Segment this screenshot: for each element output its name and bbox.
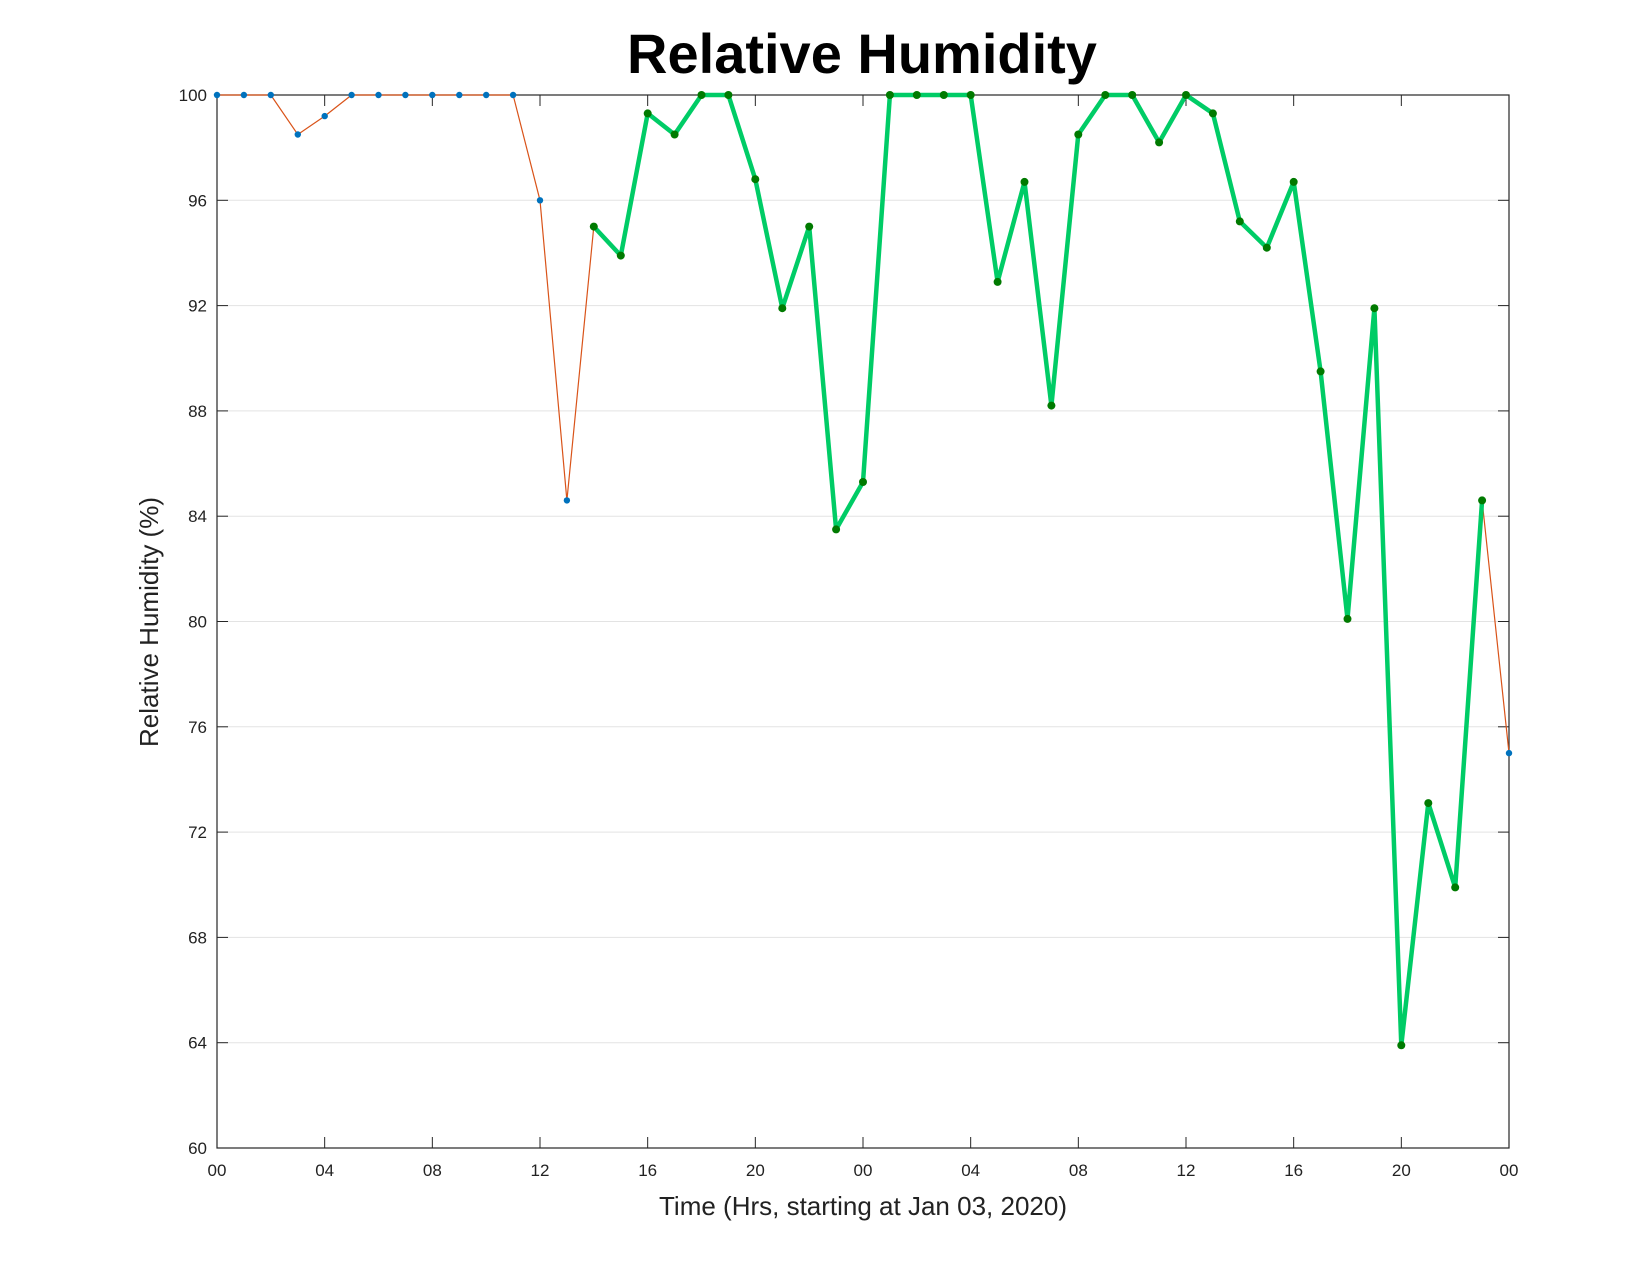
- y-axis-label: Relative Humidity (%): [134, 497, 164, 747]
- data-point: [912, 91, 921, 99]
- data-point: [213, 91, 221, 99]
- data-point: [724, 91, 733, 99]
- data-point: [859, 478, 867, 486]
- y-tick-label: 100: [179, 86, 207, 105]
- data-point: [993, 277, 1002, 286]
- data-point: [697, 91, 706, 99]
- x-tick-label: 00: [854, 1161, 873, 1180]
- x-tick-label: 16: [638, 1161, 657, 1180]
- y-axis: 60 64 68 72 76 80 84 88 92 96 100: [179, 86, 1509, 1158]
- y-tick-label: 60: [188, 1139, 207, 1158]
- data-point: [670, 130, 679, 139]
- y-tick-label: 68: [188, 928, 207, 947]
- data-point: [1505, 749, 1513, 757]
- data-point: [1316, 367, 1325, 376]
- data-point: [966, 91, 975, 99]
- full-series: [213, 91, 1513, 1049]
- y-tick-label: 80: [188, 613, 207, 632]
- x-tick-label: 08: [423, 1161, 442, 1180]
- y-tick-label: 88: [188, 402, 207, 421]
- data-point: [402, 91, 409, 99]
- x-tick-label: 20: [1392, 1161, 1411, 1180]
- x-tick-label: 20: [746, 1161, 765, 1180]
- x-tick-label: 12: [531, 1161, 550, 1180]
- data-point: [563, 497, 571, 504]
- data-point: [643, 109, 652, 118]
- x-tick-label: 12: [1177, 1161, 1196, 1180]
- data-point: [805, 222, 814, 231]
- data-point: [616, 251, 625, 260]
- data-point: [240, 91, 248, 99]
- data-point: [536, 197, 544, 204]
- data-point: [429, 91, 436, 99]
- x-axis: 00 04 08 12 16 20 00 04 08 12 16 20 00: [208, 95, 1519, 1180]
- plot-series: [213, 91, 1513, 1050]
- data-point: [1074, 130, 1083, 139]
- data-point: [1289, 177, 1298, 186]
- data-point: [1262, 243, 1271, 252]
- data-point: [1397, 1041, 1406, 1050]
- y-tick-label: 76: [188, 718, 207, 737]
- data-point: [267, 91, 274, 99]
- x-tick-label: 04: [315, 1161, 334, 1180]
- highlight-series: [589, 91, 1487, 1050]
- series-line: [217, 94, 1510, 1046]
- series-line: [592, 92, 1485, 1048]
- data-point: [939, 91, 948, 99]
- data-point: [1128, 91, 1137, 99]
- x-tick-label: 00: [208, 1161, 227, 1180]
- data-point: [483, 91, 490, 99]
- data-point: [1020, 177, 1029, 186]
- data-point: [1208, 109, 1217, 118]
- grid-lines: [217, 199, 1509, 1044]
- data-point: [1155, 138, 1164, 147]
- data-point: [321, 112, 328, 120]
- data-point: [1101, 91, 1110, 99]
- data-point: [294, 131, 301, 138]
- y-tick-label: 92: [188, 297, 207, 316]
- data-point: [778, 304, 787, 313]
- x-axis-label: Time (Hrs, starting at Jan 03, 2020): [659, 1191, 1067, 1221]
- data-point: [832, 525, 841, 534]
- data-point: [375, 91, 382, 99]
- data-point: [456, 91, 463, 99]
- data-point: [1235, 217, 1244, 226]
- data-point: [1478, 496, 1487, 505]
- data-point: [589, 222, 598, 231]
- data-point: [751, 175, 760, 184]
- data-point: [1370, 304, 1379, 313]
- y-tick-label: 84: [188, 507, 207, 526]
- data-point: [1451, 883, 1460, 892]
- data-point: [509, 91, 517, 99]
- x-tick-label: 16: [1284, 1161, 1303, 1180]
- x-tick-label: 08: [1069, 1161, 1088, 1180]
- data-point: [1343, 614, 1352, 623]
- x-tick-label: 04: [961, 1161, 980, 1180]
- data-point: [1047, 401, 1056, 410]
- data-point: [885, 91, 894, 99]
- x-tick-label: 00: [1500, 1161, 1519, 1180]
- y-tick-label: 72: [188, 823, 207, 842]
- chart-title: Relative Humidity: [627, 22, 1097, 85]
- y-tick-label: 64: [188, 1034, 207, 1053]
- data-point: [1182, 91, 1190, 99]
- data-point: [348, 91, 355, 99]
- data-point: [1424, 799, 1433, 808]
- y-tick-label: 96: [188, 191, 207, 210]
